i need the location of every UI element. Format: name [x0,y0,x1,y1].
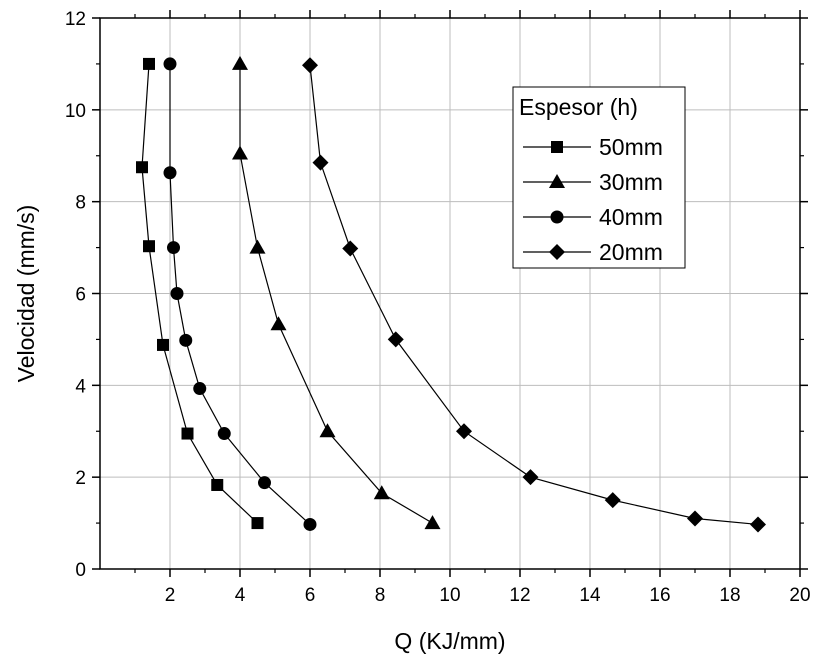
x-tick-label: 8 [375,585,386,606]
x-tick-label: 4 [235,585,246,606]
data-point-40mm [170,287,184,300]
data-point-50mm [181,427,194,440]
x-tick-label: 2 [165,585,176,606]
legend-swatch-marker [550,210,564,224]
y-tick-label: 0 [75,560,86,581]
legend-title: Espesor (h) [519,94,638,120]
data-point-40mm [167,241,180,255]
x-tick-label: 16 [649,585,670,606]
legend-entry-50mm: 50mm [523,134,663,160]
y-tick-label: 8 [75,193,86,214]
x-tick-label: 10 [439,585,460,606]
data-point-30mm [232,55,248,70]
data-point-40mm [193,382,207,396]
data-point-30mm [232,145,248,160]
y-axis-title: Velocidad (mm/s) [13,205,39,383]
data-point-20mm [750,516,766,533]
y-tick-label: 12 [65,9,86,30]
y-tick-label: 4 [75,376,86,397]
data-point-50mm [143,240,155,253]
data-point-30mm [270,316,287,331]
legend-label: 20mm [599,239,663,265]
data-point-40mm [163,166,177,180]
x-tick-label: 20 [789,585,810,606]
data-point-20mm [312,154,329,171]
data-point-20mm [387,331,404,348]
data-point-30mm [373,485,390,500]
x-tick-label: 18 [719,585,740,606]
grid [100,18,800,569]
legend-entry-20mm: 20mm [523,239,663,265]
legend: Espesor (h) 50mm 30mm 40mm 20mm [512,86,686,269]
data-point-20mm [342,240,359,257]
data-point-30mm [249,239,266,254]
legend-swatch-marker [549,174,565,188]
data-point-50mm [211,478,224,491]
legend-label: 40mm [599,204,663,230]
data-point-40mm [303,517,317,531]
series-markers [136,55,766,533]
data-point-40mm [163,57,177,71]
data-point-30mm [424,515,441,530]
x-tick-label: 12 [509,585,530,606]
data-point-50mm [143,57,155,70]
legend-swatch-marker [549,244,565,260]
y-tick-label: 10 [65,101,86,122]
data-point-30mm [319,423,336,438]
y-tick-label: 2 [75,468,86,489]
data-point-20mm [456,423,472,440]
x-axis-title: Q (KJ/mm) [394,628,505,654]
axis-ticks [92,10,808,577]
legend-label: 50mm [599,134,663,160]
legend-swatch-marker [551,141,563,153]
data-point-50mm [157,338,169,351]
x-tick-label: 6 [305,585,316,606]
legend-entry-40mm: 40mm [523,204,663,230]
y-tick-label: 6 [75,285,86,306]
data-point-50mm [251,517,264,530]
legend-box [512,86,686,269]
legend-entries: 50mm 30mm 40mm 20mm [523,134,663,265]
data-point-20mm [302,57,318,74]
axis-tick-labels: 2 4 6 8 10 12 14 16 18 20 0 2 4 6 8 10 12 [65,9,811,606]
legend-label: 30mm [599,169,663,195]
data-point-50mm [136,161,148,174]
data-point-20mm [687,510,703,527]
data-point-40mm [217,427,231,441]
data-point-40mm [179,333,193,347]
legend-entry-30mm: 30mm [523,169,663,195]
data-point-20mm [604,492,621,509]
x-tick-label: 14 [579,585,601,606]
data-point-20mm [522,469,539,486]
data-point-40mm [258,476,271,490]
